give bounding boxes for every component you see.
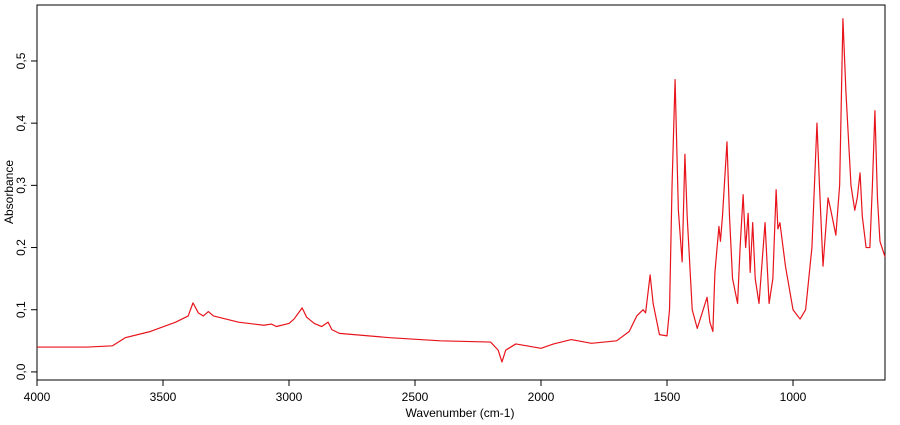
x-tick-label: 1500: [654, 390, 681, 404]
x-axis-label: Wavenumber (cm-1): [406, 406, 515, 420]
y-axis-label: Absorbance: [2, 160, 16, 224]
y-tick-label: 0,4: [14, 114, 28, 131]
x-tick-label: 3500: [150, 390, 177, 404]
plot-frame: [36, 4, 886, 381]
x-tick-label: 2000: [528, 390, 555, 404]
y-tick-label: 0,1: [14, 301, 28, 318]
y-tick-label: 0,0: [14, 363, 28, 380]
x-tick-label: 2500: [402, 390, 429, 404]
spectrum-line: [37, 18, 886, 363]
x-tick-label: 4000: [24, 390, 51, 404]
x-tick-label: 3000: [276, 390, 303, 404]
y-tick-label: 0,2: [14, 239, 28, 256]
y-tick-label: 0,5: [14, 52, 28, 69]
y-tick-label: 0,3: [14, 177, 28, 194]
x-tick-label: 1000: [780, 390, 807, 404]
